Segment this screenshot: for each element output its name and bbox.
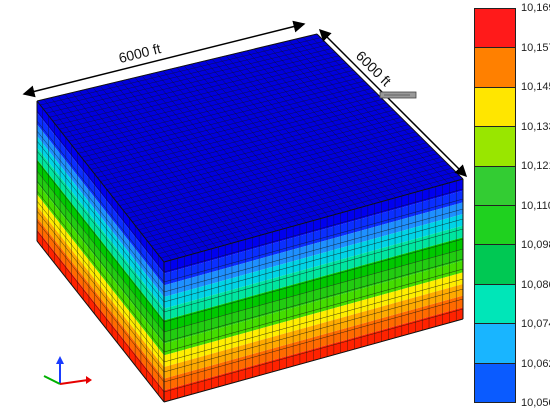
grid-line xyxy=(68,70,354,142)
color-scale-labels: 10,169 10,157 10,145 10,133 10,121 10,110 10,0… xyxy=(521,0,550,420)
grid-line xyxy=(163,278,464,363)
width-dimension-label: 6000 ft xyxy=(117,40,163,66)
grid-line xyxy=(163,218,464,303)
grid-line xyxy=(163,308,464,393)
grid-line xyxy=(36,240,165,403)
grid-line xyxy=(75,77,361,150)
color-scale-segment xyxy=(475,87,515,128)
color-scale-segment xyxy=(475,166,515,207)
grid-line xyxy=(36,140,165,303)
grid-line xyxy=(163,248,464,333)
color-scale-label: 10,098 xyxy=(521,239,550,251)
grid-line xyxy=(36,220,165,383)
grid-line xyxy=(163,198,464,283)
well-marker xyxy=(379,91,417,99)
color-scale-label: 10,050 xyxy=(521,397,550,409)
width-dimension-arrow xyxy=(22,20,306,98)
grid-line xyxy=(36,210,165,373)
color-scale-label: 10,074 xyxy=(521,318,550,330)
grid-line xyxy=(78,80,365,154)
grid-line xyxy=(163,208,464,293)
grid-line xyxy=(36,180,165,343)
grid-line xyxy=(163,178,464,263)
color-scale-segment xyxy=(475,324,515,364)
grid-line xyxy=(71,73,358,146)
grid-line xyxy=(36,160,165,323)
grid-line xyxy=(36,200,165,363)
color-scale-label: 10,157 xyxy=(521,41,550,54)
grid-line xyxy=(157,171,456,255)
grid-line xyxy=(163,258,464,343)
color-scale-label: 10,062 xyxy=(521,357,550,370)
axis-triad xyxy=(43,356,92,385)
grid-line xyxy=(163,228,464,313)
grid-line xyxy=(160,175,460,259)
grid-line xyxy=(163,188,464,273)
grid-line xyxy=(36,190,165,353)
color-scale-label: 10,133 xyxy=(521,120,550,133)
grid-line xyxy=(36,120,165,283)
grid-line xyxy=(163,298,464,383)
grid-line xyxy=(163,288,464,373)
grid-line xyxy=(36,150,165,313)
grid-line xyxy=(36,230,165,393)
color-scale-label: 10,169 xyxy=(521,2,550,14)
grid-line xyxy=(36,100,165,263)
grid-line xyxy=(163,318,464,403)
color-scale-segment xyxy=(475,9,515,49)
grid-line xyxy=(154,167,453,251)
color-scale-segment xyxy=(475,127,515,167)
grid-line xyxy=(36,170,165,333)
grid-line xyxy=(36,130,165,293)
color-scale-label: 10,145 xyxy=(521,81,550,93)
color-scale-segment xyxy=(475,284,515,325)
color-scale-segment xyxy=(475,363,515,403)
color-scale-bar xyxy=(474,8,516,403)
depth-dimension-arrow xyxy=(318,28,468,178)
color-scale-segment xyxy=(475,245,515,285)
color-scale-label: 10,110 xyxy=(521,199,550,212)
color-scale-label: 10,086 xyxy=(521,278,550,291)
grid-line xyxy=(36,110,165,273)
color-scale-segment xyxy=(475,206,515,246)
grid-line xyxy=(163,238,464,323)
color-scale-label: 10,121 xyxy=(521,160,550,172)
color-scale-segment xyxy=(475,48,515,88)
grid-line xyxy=(163,268,464,353)
grid-line xyxy=(151,164,449,247)
